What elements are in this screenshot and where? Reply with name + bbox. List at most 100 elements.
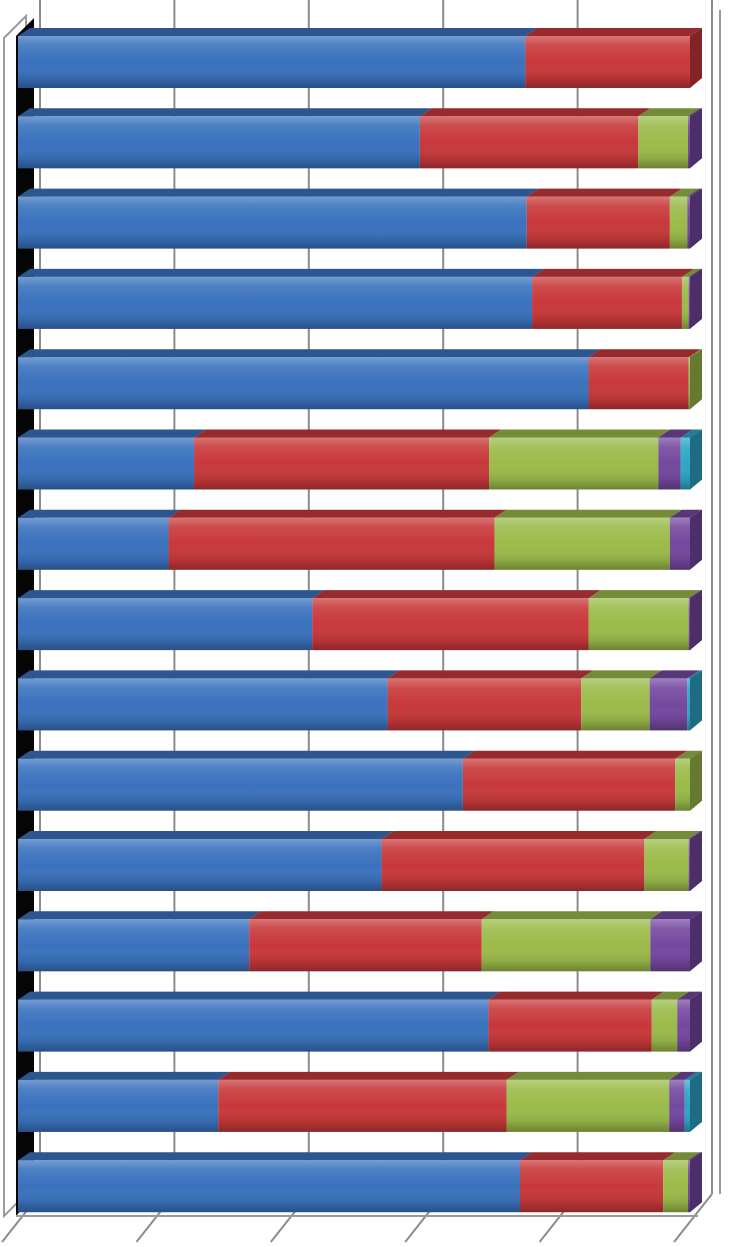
bar-segment-shine <box>681 276 689 329</box>
bar-segment-shine <box>18 598 313 651</box>
bar-group <box>18 188 702 249</box>
bar-segment-top <box>489 429 671 438</box>
bar-segment-shine <box>649 678 688 731</box>
bar-segment-shine <box>489 437 659 490</box>
bar-segment-top <box>18 429 207 438</box>
bar-segment-top <box>506 1071 682 1080</box>
bar-segment-shine <box>644 839 689 891</box>
bar-segment-top <box>651 991 690 1000</box>
bar-segment-top <box>675 750 702 759</box>
bar-end-cap <box>690 28 702 88</box>
bar-segment-top <box>688 831 702 839</box>
bar-segment-top <box>658 429 693 438</box>
bar-segment-top <box>18 1152 532 1161</box>
bar-segment-top <box>649 670 700 679</box>
bar-end-cap <box>690 108 702 169</box>
bar-segment-shine <box>481 919 651 972</box>
bar-group <box>18 1152 702 1213</box>
bar-end-cap <box>690 188 702 249</box>
bar-end-cap <box>690 429 702 490</box>
bar-segment-top <box>18 911 262 920</box>
bar-segment-shine <box>669 1079 685 1132</box>
bar-segment-shine <box>462 758 676 811</box>
bar-segment-top <box>669 188 700 197</box>
bar-segment-top <box>687 188 702 197</box>
bar-group <box>18 670 702 731</box>
chart-floor <box>16 10 721 1217</box>
bar-segment-shine <box>638 116 688 169</box>
bar-group <box>18 429 702 490</box>
bar-segment-top <box>481 911 663 920</box>
bar-segment-shine <box>680 437 690 490</box>
bar-segment-shine <box>18 1079 219 1132</box>
bar-segment-top <box>18 108 432 117</box>
bar-segment-shine <box>18 357 589 410</box>
bar-group <box>18 991 702 1052</box>
bar-end-cap <box>690 831 702 891</box>
bar-segment-top <box>688 590 702 599</box>
bar-group <box>18 349 702 410</box>
bar-segment-shine <box>18 116 420 169</box>
bar-segment-shine <box>581 678 650 731</box>
bar-segment-top <box>18 28 538 36</box>
bar-segment-top <box>194 429 502 438</box>
bar-segment-shine <box>532 276 682 329</box>
bar-segment-shine <box>18 1160 520 1213</box>
bar-end-cap <box>690 750 702 811</box>
bar-segment-top <box>18 590 325 599</box>
bar-segment-shine <box>194 437 490 490</box>
bar-segment-top <box>688 349 702 358</box>
bar-segment-shine <box>663 1160 688 1213</box>
bar-segment-top <box>18 670 400 679</box>
bar-segment-top <box>532 268 694 277</box>
bar-segment-shine <box>387 678 582 731</box>
bar-segment-top <box>312 590 601 599</box>
bar-segment-top <box>688 268 702 277</box>
bar-group <box>18 831 702 891</box>
bar-group <box>18 590 702 651</box>
bar-end-cap <box>690 1152 702 1213</box>
bar-end-cap <box>690 590 702 651</box>
bar-segment-shine <box>18 517 169 570</box>
bar-segment-top <box>488 991 664 1000</box>
bar-segment-shine <box>488 999 652 1052</box>
bar-group <box>18 911 702 972</box>
bar-segment-shine <box>677 999 690 1052</box>
bar-group <box>18 28 702 88</box>
bar-segment-top <box>525 28 702 36</box>
bar-segment-shine <box>688 357 690 410</box>
bar-segment-top <box>18 349 601 358</box>
bar-segment-top <box>669 1071 697 1080</box>
bar-group <box>18 509 702 570</box>
bar-segment-top <box>462 750 688 759</box>
bar-segment-shine <box>588 357 689 410</box>
bar-segment-shine <box>18 999 489 1052</box>
bar-segment-shine <box>168 517 495 570</box>
bar-end-cap <box>690 670 702 731</box>
bar-end-cap <box>690 268 702 329</box>
bar-segment-shine <box>18 758 463 811</box>
bar-segment-top <box>249 911 494 920</box>
bar-segment-shine <box>526 196 670 249</box>
bar-segment-top <box>581 670 662 679</box>
bar-segment-shine <box>525 36 690 88</box>
bar-segment-shine <box>249 919 482 972</box>
bar-segment-top <box>644 831 701 839</box>
bar-segment-shine <box>687 1160 690 1213</box>
bar-segment-top <box>687 1152 702 1161</box>
bar-segment-top <box>18 750 475 759</box>
bar-segment-top <box>18 188 539 197</box>
bar-group <box>18 750 702 811</box>
bar-segment-shine <box>688 276 690 329</box>
bar-end-cap <box>690 911 702 972</box>
bar-segment-top <box>494 509 682 518</box>
bar-segment-shine <box>684 1079 690 1132</box>
bar-end-cap <box>690 1071 702 1132</box>
bar-segment-top <box>168 509 507 518</box>
bar-segment-shine <box>18 839 382 891</box>
bar-end-cap <box>690 349 702 410</box>
bar-segment-shine <box>18 919 250 972</box>
bar-segment-shine <box>312 598 589 651</box>
bar-segment-top <box>419 108 651 117</box>
